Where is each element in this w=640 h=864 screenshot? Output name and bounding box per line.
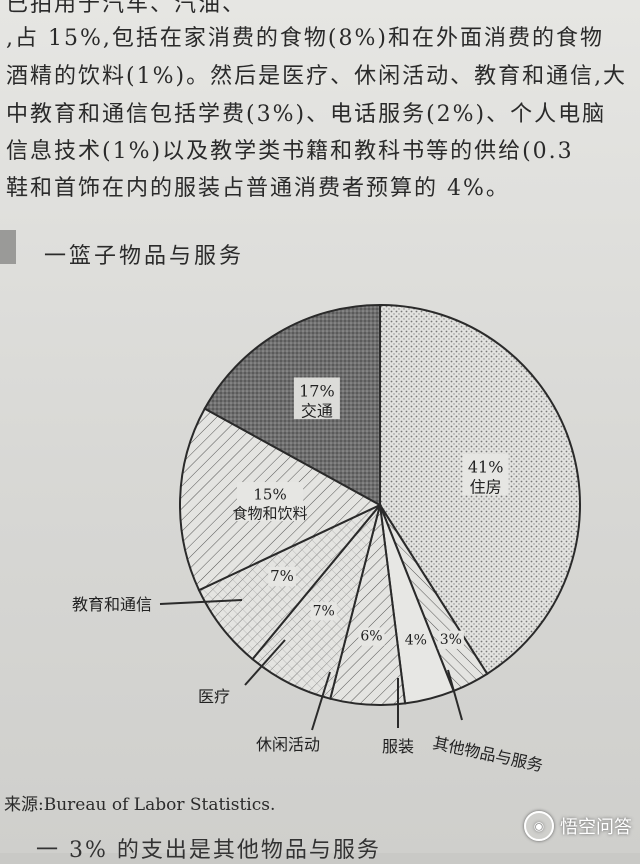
source-note: 来源:Bureau of Labor Statistics. [4, 795, 276, 815]
watermark-text: 悟空问答 [560, 817, 632, 838]
pie-slice-7 [203, 303, 381, 507]
slice-percent-5: 7% [270, 567, 294, 585]
slice-label-bg-0 [462, 453, 509, 496]
text-line-3: 中教育和通信包括学费(3%)、电话服务(2%)、个人电脑 [6, 102, 607, 127]
chart-heading: 一篮子物品与服务 [44, 244, 245, 269]
slice-label-bg-6 [236, 482, 304, 522]
watermark: ◉ 悟空问答 [524, 811, 632, 841]
slice-name-0: 住房 [470, 477, 502, 496]
slice-percent-1: 3% [440, 632, 462, 648]
chat-bubble-icon: ◉ [524, 811, 554, 841]
slice-label-bg-2 [402, 631, 429, 650]
slice-percent-0: 41% [468, 457, 504, 476]
slice-name-4: 医疗 [198, 687, 230, 706]
slice-percent-2: 4% [405, 632, 427, 648]
slice-percent-4: 7% [313, 603, 335, 619]
slice-percent-7: 17% [299, 381, 335, 400]
text-line-4: 信息技术(1%)以及教学类书籍和教科书等的供给(0.3 [6, 139, 574, 164]
slice-name-3: 休闲活动 [256, 735, 320, 754]
slice-label-bg-1 [437, 630, 464, 649]
slice-name-2: 服装 [382, 737, 414, 756]
slice-name-7: 交通 [301, 401, 333, 420]
slice-label-bg-4 [310, 602, 337, 621]
leader-line-4 [244, 639, 286, 686]
slice-label-bg-5 [268, 566, 296, 587]
slice-label-bg-3 [358, 627, 385, 646]
slice-name-1: 其他物品与服务 [431, 733, 545, 775]
slice-name-5: 教育和通信 [72, 595, 152, 614]
slice-name-6: 食物和饮料 [233, 505, 308, 523]
slice-label-bg-7 [293, 377, 340, 420]
heading-marker [0, 230, 16, 264]
leader-line-1 [447, 669, 463, 721]
slice-percent-6: 15% [253, 486, 286, 504]
text-line-5: 鞋和首饰在内的服装占普通消费者预算的 4%。 [6, 176, 510, 201]
slice-percent-3: 6% [360, 629, 382, 645]
text-line-0: 已拍用于汽车、汽油、 [6, 0, 247, 17]
text-line-1: ,占 15%,包括在家消费的食物(8%)和在外面消费的食物 [6, 26, 604, 51]
leader-line-3 [311, 671, 331, 731]
leader-line-5 [159, 599, 243, 605]
text-line-2: 酒精的饮料(1%)。然后是医疗、休闲活动、教育和通信,大 [6, 64, 628, 89]
bottom-text: 一 3% 的支出是其他物品与服务 [36, 838, 381, 863]
